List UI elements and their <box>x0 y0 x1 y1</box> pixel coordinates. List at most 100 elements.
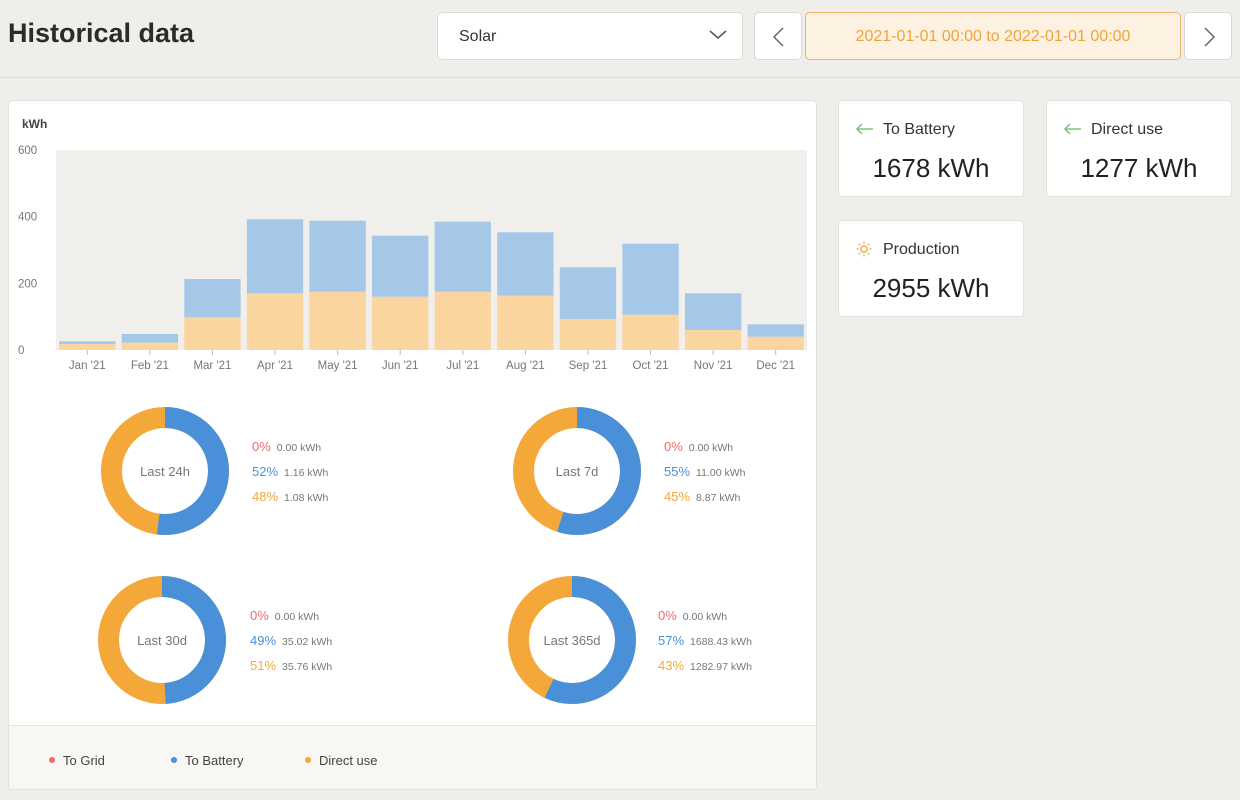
x-tick-label: Apr '21 <box>257 360 293 372</box>
bar-to-battery <box>59 341 116 344</box>
share-percent: 0% <box>252 439 271 454</box>
x-tick-label: Dec '21 <box>756 360 795 372</box>
donut-ring <box>101 407 229 535</box>
donut-legend: 0% 0.00 kWh 57% 1688.43 kWh 43% 1282.97 kWh <box>658 608 752 683</box>
share-percent: 52% <box>252 464 279 479</box>
next-period-button[interactable] <box>1184 12 1232 60</box>
energy-value: 1.08 kWh <box>284 492 329 504</box>
donut-chart: Last 24h <box>101 407 229 535</box>
stat-value: 1277 kWh <box>1080 153 1198 183</box>
bar-to-battery <box>747 324 804 337</box>
bar-to-battery <box>497 232 554 296</box>
share-percent: 43% <box>658 658 685 673</box>
bar-direct-use <box>121 342 179 350</box>
bar-to-battery <box>559 267 617 319</box>
plot-background <box>56 150 807 350</box>
donut-segment-to-battery <box>508 576 636 704</box>
share-percent: 0% <box>658 608 677 623</box>
stat-value: 2955 kWh <box>872 273 990 303</box>
donut-legend-row-to-battery: 49% 35.02 kWh <box>250 633 332 658</box>
donut-center-label: Last 7d <box>555 464 599 479</box>
stat-value: 1678 kWh <box>872 153 990 183</box>
bar-direct-use <box>309 291 366 350</box>
y-tick-label: 600 <box>18 145 37 157</box>
stat-label: Production <box>883 241 960 258</box>
bar-direct-use <box>434 291 491 350</box>
donut-legend-row-direct-use: 43% 1282.97 kWh <box>658 658 752 683</box>
donut-center-label: Last 365d <box>543 633 601 648</box>
donut-ring <box>508 576 636 704</box>
previous-period-button[interactable] <box>754 12 802 60</box>
bar-to-battery <box>434 221 491 292</box>
donut-chart: Last 7d <box>513 407 641 535</box>
donut-center-label: Last 24h <box>140 464 190 479</box>
direct-use-dot <box>305 757 311 763</box>
energy-value: 1.16 kWh <box>284 467 329 479</box>
bar-direct-use <box>184 317 241 350</box>
legend-label: Direct use <box>319 753 378 768</box>
bar-to-battery <box>684 293 742 330</box>
energy-value: 0.00 kWh <box>682 611 728 623</box>
arrow-left-icon <box>855 123 873 135</box>
stat-card-to-battery: To Battery 1678 kWh <box>838 100 1024 197</box>
donut-legend-row-to-grid: 0% 0.00 kWh <box>658 608 752 633</box>
share-percent: 55% <box>664 464 691 479</box>
donut-center-label: Last 30d <box>137 633 187 648</box>
x-tick-label: Jun '21 <box>382 360 419 372</box>
y-axis-label: kWh <box>22 117 47 131</box>
monthly-bar-chart: kWh 0 200 400 600 Jan '21 Feb '21 Mar '21 Apr '2… <box>18 117 807 372</box>
donut-chart: Last 365d <box>508 576 636 704</box>
donut-legend-row-to-grid: 0% 0.00 kWh <box>664 439 745 464</box>
share-percent: 45% <box>664 489 691 504</box>
donut-legend: 0% 0.00 kWh 55% 11.00 kWh 45% 8.87 kWh <box>664 439 745 514</box>
to-battery-dot <box>171 757 177 763</box>
donut-ring <box>513 407 641 535</box>
bar-direct-use <box>747 336 804 350</box>
bar-direct-use <box>559 319 617 350</box>
x-tick-label: May '21 <box>318 360 358 372</box>
bar-to-battery <box>121 334 179 343</box>
energy-value: 35.02 kWh <box>282 636 333 648</box>
energy-value: 0.00 kWh <box>688 442 734 454</box>
stat-label: To Battery <box>883 121 956 138</box>
energy-value: 8.87 kWh <box>696 492 741 504</box>
source-select[interactable]: Solar <box>437 12 743 60</box>
sun-icon <box>856 241 872 257</box>
chevron-right-icon <box>1204 27 1216 47</box>
x-tick-label: Jul '21 <box>446 360 479 372</box>
donut-legend-row-direct-use: 48% 1.08 kWh <box>252 489 328 514</box>
page-header: Historical data Solar 2021-01-01 00:00 t… <box>0 0 1240 78</box>
donut-legend: 0% 0.00 kWh 49% 35.02 kWh 51% 35.76 kWh <box>250 608 332 683</box>
share-percent: 49% <box>250 633 277 648</box>
bar-direct-use <box>497 295 554 350</box>
donut-segment-to-battery <box>98 576 226 704</box>
bar-direct-use <box>372 296 429 350</box>
donut-ring <box>98 576 226 704</box>
share-percent: 0% <box>664 439 683 454</box>
page-title: Historical data <box>8 18 195 48</box>
legend-item-direct-use: Direct use <box>305 753 378 768</box>
share-percent: 51% <box>250 658 277 673</box>
share-percent: 48% <box>252 489 279 504</box>
date-range-picker[interactable]: 2021-01-01 00:00 to 2022-01-01 00:00 <box>805 12 1181 60</box>
legend-item-to-grid: To Grid <box>49 753 105 768</box>
energy-value: 1282.97 kWh <box>690 661 752 673</box>
bar-to-battery <box>246 219 304 294</box>
source-select-value: Solar <box>459 28 497 45</box>
donut-grid: Last 24h 0% 0.00 kWh 52% 1.16 kWh 48% 1.08 kWh… <box>9 401 816 725</box>
bar-to-battery <box>622 243 679 315</box>
x-tick-label: Sep '21 <box>569 360 608 372</box>
donut-legend-row-to-battery: 55% 11.00 kWh <box>664 464 745 489</box>
y-tick-label: 200 <box>18 278 37 290</box>
donut-legend-row-direct-use: 45% 8.87 kWh <box>664 489 745 514</box>
history-card: kWh 0 200 400 600 Jan '21 Feb '21 Mar '21 Apr '2… <box>8 100 817 790</box>
donut-legend-row-direct-use: 51% 35.76 kWh <box>250 658 332 683</box>
energy-value: 0.00 kWh <box>276 442 322 454</box>
bar-direct-use <box>684 330 742 350</box>
legend-label: To Battery <box>185 753 244 768</box>
x-tick-label: Oct '21 <box>633 360 669 372</box>
donut-legend-row-to-grid: 0% 0.00 kWh <box>252 439 328 464</box>
bar-direct-use <box>246 293 304 350</box>
energy-value: 0.00 kWh <box>274 611 320 623</box>
legend-item-to-battery: To Battery <box>171 753 244 768</box>
